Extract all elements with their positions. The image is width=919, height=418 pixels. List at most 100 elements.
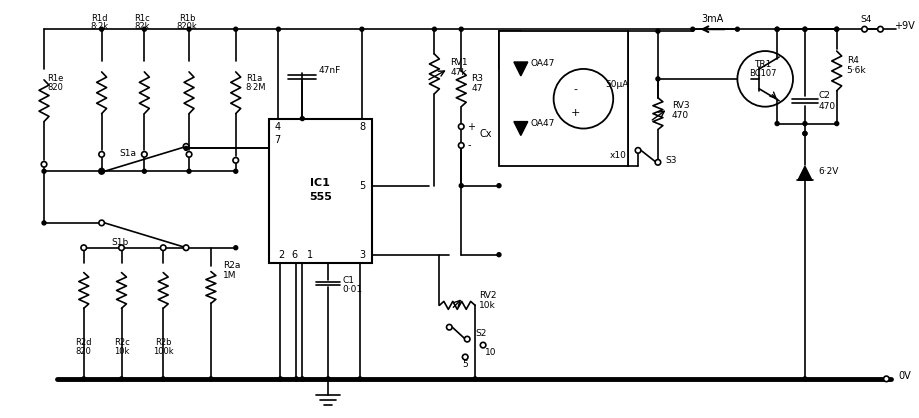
Text: 8: 8 <box>359 122 366 132</box>
Text: 0V: 0V <box>897 371 910 381</box>
Circle shape <box>802 132 806 135</box>
Text: 5: 5 <box>359 181 366 191</box>
Text: 47: 47 <box>471 84 482 93</box>
Circle shape <box>496 253 501 257</box>
Circle shape <box>209 377 212 381</box>
Text: x10: x10 <box>608 151 626 160</box>
Text: 10k: 10k <box>114 347 129 356</box>
Circle shape <box>883 377 888 381</box>
Polygon shape <box>514 122 528 135</box>
Circle shape <box>459 184 462 188</box>
Text: R2c: R2c <box>114 338 130 347</box>
Text: +9V: +9V <box>893 21 914 31</box>
Text: 47nF: 47nF <box>318 66 340 75</box>
Text: 0·01: 0·01 <box>342 285 362 294</box>
Text: 555: 555 <box>309 191 331 201</box>
Circle shape <box>233 169 237 173</box>
Text: 8·2k: 8·2k <box>90 22 108 31</box>
Circle shape <box>861 27 866 31</box>
Text: +: + <box>570 108 580 117</box>
Circle shape <box>142 152 146 157</box>
Text: S1a: S1a <box>119 149 136 158</box>
Circle shape <box>775 122 778 125</box>
Circle shape <box>184 146 187 150</box>
Text: R1c: R1c <box>134 14 150 23</box>
Circle shape <box>472 377 477 381</box>
Text: 1M: 1M <box>222 271 236 280</box>
Circle shape <box>690 27 694 31</box>
Circle shape <box>300 117 304 120</box>
Circle shape <box>161 245 165 250</box>
Text: -: - <box>573 84 577 94</box>
Text: R3: R3 <box>471 74 482 83</box>
Circle shape <box>99 221 104 225</box>
Circle shape <box>635 148 640 153</box>
Text: R4: R4 <box>845 56 857 66</box>
Text: 3mA: 3mA <box>700 14 723 24</box>
Circle shape <box>655 29 659 33</box>
Circle shape <box>359 27 364 31</box>
Text: RV2: RV2 <box>479 291 496 300</box>
Text: R2a: R2a <box>222 261 240 270</box>
Text: 3: 3 <box>359 250 366 260</box>
Text: +: + <box>467 122 475 132</box>
Text: R2d: R2d <box>75 338 92 347</box>
Text: S1b: S1b <box>111 238 129 247</box>
Circle shape <box>99 169 104 173</box>
Text: 100k: 100k <box>153 347 174 356</box>
Text: 6: 6 <box>291 250 297 260</box>
Circle shape <box>802 27 806 31</box>
Text: OA47: OA47 <box>530 119 554 128</box>
Circle shape <box>277 27 280 31</box>
Text: 820: 820 <box>47 83 62 92</box>
Text: 82k: 82k <box>134 22 150 31</box>
Text: C1: C1 <box>342 276 354 285</box>
Text: 1: 1 <box>307 250 313 260</box>
Circle shape <box>142 27 146 31</box>
Circle shape <box>41 162 46 166</box>
Text: C2: C2 <box>818 91 830 100</box>
Polygon shape <box>514 62 528 76</box>
Bar <box>268 119 371 263</box>
Text: 6·2V: 6·2V <box>818 167 838 176</box>
Circle shape <box>294 377 298 381</box>
Text: -: - <box>467 140 471 150</box>
Circle shape <box>233 246 237 250</box>
Polygon shape <box>797 166 811 180</box>
Circle shape <box>462 355 467 359</box>
Text: 5·6k: 5·6k <box>845 66 866 75</box>
Circle shape <box>184 144 188 149</box>
Text: Cx: Cx <box>479 130 491 140</box>
Text: TR1: TR1 <box>754 61 771 69</box>
Circle shape <box>300 377 304 381</box>
Text: S4: S4 <box>860 15 871 24</box>
Circle shape <box>802 377 806 381</box>
Text: 8·2M: 8·2M <box>245 83 266 92</box>
Text: S3: S3 <box>665 156 676 165</box>
Text: RV1: RV1 <box>449 59 468 67</box>
Circle shape <box>42 169 46 173</box>
Text: 47k: 47k <box>449 69 467 77</box>
Text: IC1: IC1 <box>310 178 330 188</box>
Circle shape <box>278 377 282 381</box>
Circle shape <box>233 158 238 163</box>
Text: 5: 5 <box>462 360 468 370</box>
Text: 820k: 820k <box>176 22 198 31</box>
Text: 50μA: 50μA <box>605 80 628 89</box>
Text: R1a: R1a <box>245 74 262 83</box>
Text: 4: 4 <box>274 122 280 132</box>
Text: 470: 470 <box>818 102 835 111</box>
Circle shape <box>119 245 123 250</box>
Circle shape <box>459 27 462 31</box>
Circle shape <box>496 184 501 188</box>
Circle shape <box>459 125 463 129</box>
Circle shape <box>775 27 778 31</box>
Circle shape <box>447 325 451 329</box>
Circle shape <box>834 27 838 31</box>
Circle shape <box>464 337 469 342</box>
Circle shape <box>459 143 463 148</box>
Circle shape <box>82 245 85 250</box>
Circle shape <box>432 27 436 31</box>
Text: 820: 820 <box>75 347 92 356</box>
Text: RV3: RV3 <box>671 101 688 110</box>
